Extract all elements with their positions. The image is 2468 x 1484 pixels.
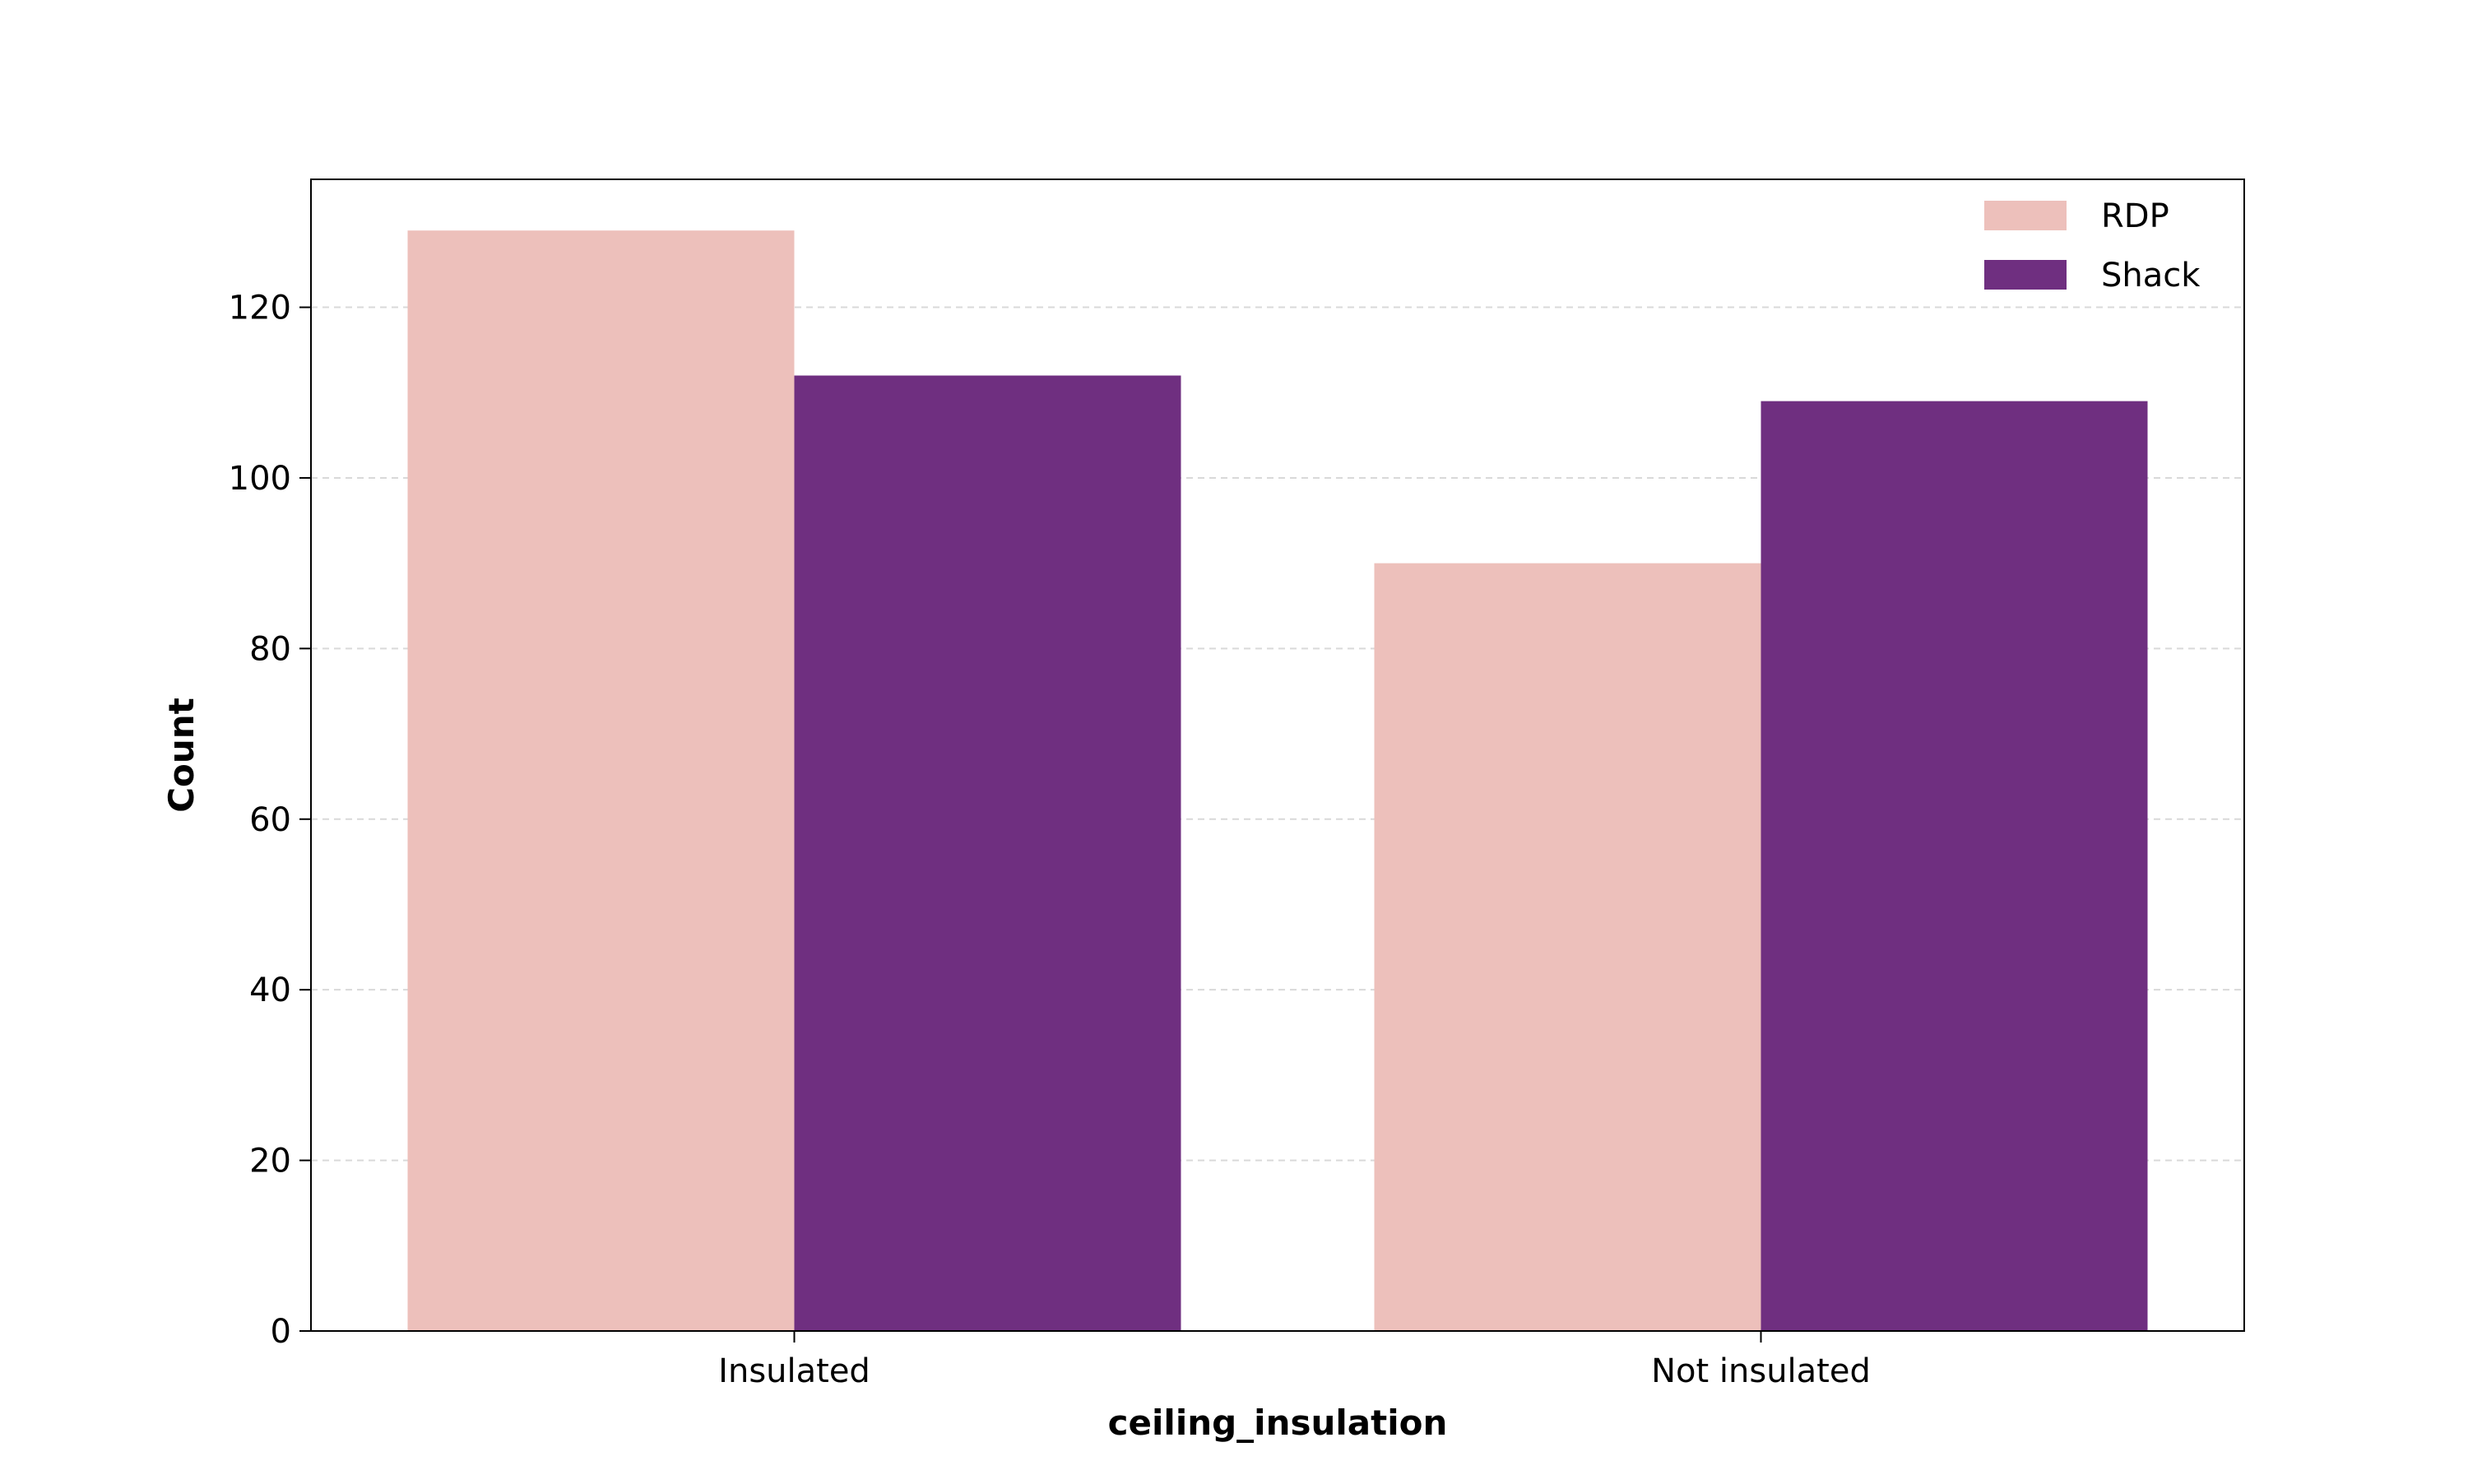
plot-frame [310,179,2245,1332]
legend: RDP Shack [1984,197,2201,294]
y-axis: 0 20 40 60 80 100 120 [229,290,311,1351]
y-tick-label: 40 [249,972,291,1009]
y-tick-label: 60 [249,801,291,839]
x-axis: Insulated Not insulated [718,1331,1871,1390]
legend-swatch-rdp [1984,201,2067,230]
x-axis-label: ceiling_insulation [1108,1403,1448,1443]
y-tick-label: 20 [249,1143,291,1180]
y-tick-label: 0 [271,1313,291,1351]
y-tick-label: 100 [229,460,291,498]
bar-shack-not-insulated [1761,401,2148,1331]
x-tick-label: Insulated [718,1352,870,1390]
bars [407,230,2148,1332]
bar-rdp-insulated [407,230,795,1332]
legend-label-shack: Shack [2101,257,2201,294]
y-axis-label: Count [161,698,202,813]
legend-swatch-shack [1984,260,2067,290]
legend-label-rdp: RDP [2101,197,2169,235]
y-tick-label: 80 [249,630,291,668]
bar-rdp-not-insulated [1374,563,1761,1331]
bar-shack-insulated [794,375,1181,1331]
x-tick-label: Not insulated [1651,1352,1871,1390]
y-tick-label: 120 [229,290,291,327]
